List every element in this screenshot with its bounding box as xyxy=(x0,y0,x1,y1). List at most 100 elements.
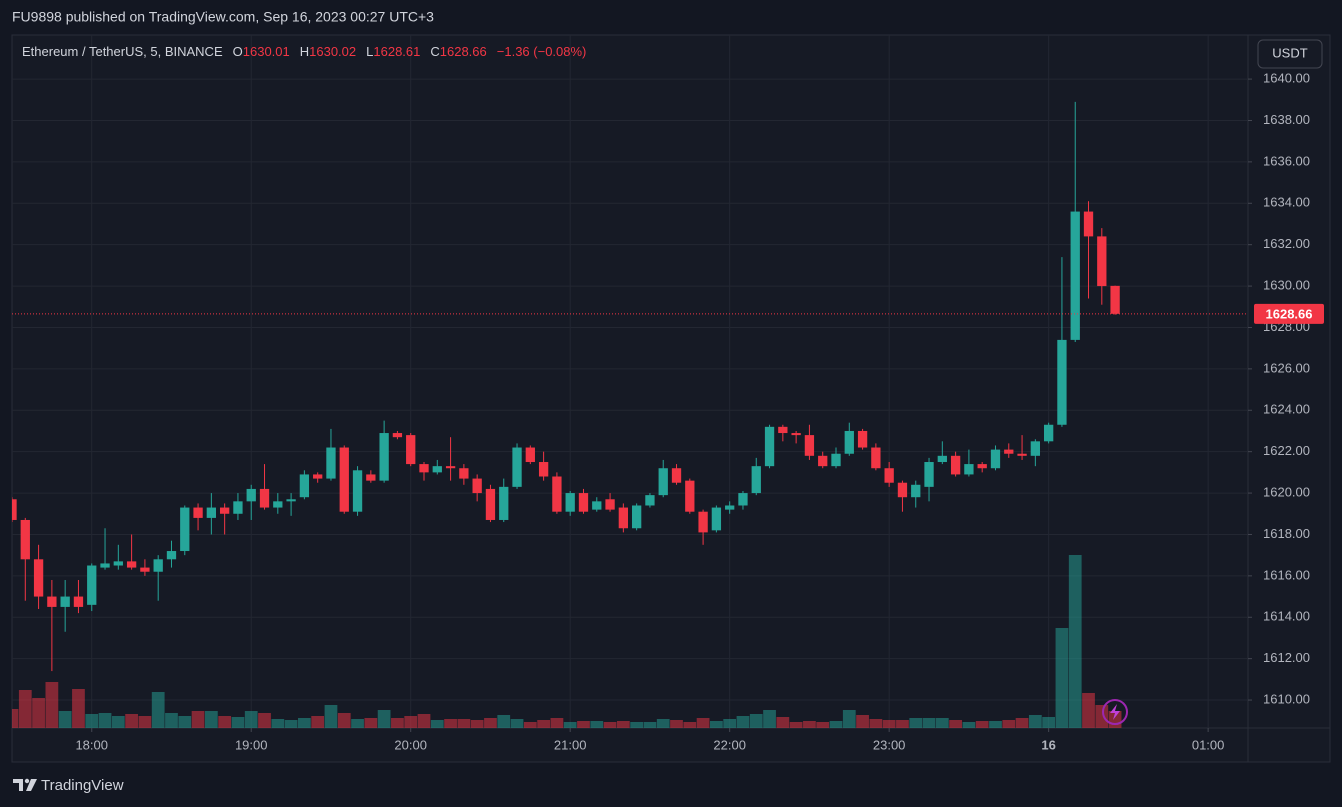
candle-body xyxy=(512,447,522,487)
volume-bar xyxy=(643,722,657,728)
candle-body xyxy=(113,561,123,566)
volume-bar xyxy=(231,717,245,728)
alert-circle[interactable] xyxy=(1102,699,1128,725)
candle-body xyxy=(778,426,788,434)
volume-bar xyxy=(603,722,617,728)
candle-body xyxy=(432,466,442,473)
candle-body xyxy=(565,493,575,512)
legend-change: −1.36 (−0.08%) xyxy=(497,44,587,59)
volume-bar xyxy=(1028,715,1042,728)
volume-bar xyxy=(590,721,604,728)
candle-body xyxy=(857,430,868,448)
volume-bar xyxy=(311,716,325,728)
candle-body xyxy=(884,468,894,483)
candle-body xyxy=(1043,424,1054,442)
logo-part xyxy=(26,779,37,791)
candle-body xyxy=(12,499,17,520)
alert-bolt[interactable] xyxy=(1110,704,1120,720)
candle-body xyxy=(990,449,1001,469)
volume-bar xyxy=(1002,720,1016,728)
candle-body xyxy=(499,486,509,520)
candle-body xyxy=(406,435,416,465)
candle-body xyxy=(419,464,429,473)
volume-bar xyxy=(1055,628,1069,728)
volume-bar xyxy=(1095,705,1109,728)
volume-bar xyxy=(18,690,32,728)
candle-body xyxy=(552,476,562,512)
y-tick-label: 1638.00 xyxy=(1263,112,1310,127)
last-price-box xyxy=(1254,303,1324,324)
candle-body xyxy=(459,468,469,479)
volume-bar xyxy=(736,716,750,728)
candle-body xyxy=(738,493,748,506)
volume-bar xyxy=(111,716,125,728)
volume-bar xyxy=(125,714,138,728)
volume-bar xyxy=(32,698,45,728)
volume-bar xyxy=(856,715,869,728)
brand-logo xyxy=(13,778,37,791)
candle-body xyxy=(791,433,801,436)
y-tick-label: 1640.00 xyxy=(1263,71,1310,86)
volume-bar xyxy=(404,716,418,728)
volume-bar xyxy=(670,720,683,728)
volume-bar xyxy=(484,718,497,728)
volume-bar xyxy=(457,719,471,728)
volume-bar xyxy=(191,711,205,728)
candle-body xyxy=(246,488,256,502)
volume-bar xyxy=(218,716,232,728)
volume-bar xyxy=(1068,555,1082,728)
volume-bar xyxy=(896,720,909,728)
currency-label[interactable]: USDT xyxy=(1272,45,1307,60)
candle-body xyxy=(711,507,722,531)
logo-part xyxy=(13,779,23,791)
volume-bar xyxy=(935,718,949,728)
y-tick-label: 1626.00 xyxy=(1263,360,1310,375)
volume-bar xyxy=(72,689,85,728)
logo-part xyxy=(24,778,30,784)
candle-body xyxy=(339,447,349,512)
brand-name: TradingView xyxy=(41,777,124,794)
candle-body xyxy=(1057,339,1067,425)
candle-body xyxy=(73,596,84,607)
candle-body xyxy=(87,565,97,605)
candle-body xyxy=(233,501,243,514)
legend-label: C xyxy=(430,44,439,59)
volume-bar xyxy=(58,711,72,728)
candle-body xyxy=(538,462,549,477)
currency-button[interactable] xyxy=(1257,39,1323,69)
candle-body xyxy=(193,507,203,518)
candle-body xyxy=(725,505,735,510)
candle-body xyxy=(140,567,150,572)
candle-body xyxy=(180,507,190,552)
volume-bar xyxy=(298,718,311,728)
candle-body xyxy=(100,563,110,568)
candle-body xyxy=(392,433,403,438)
candle-body xyxy=(1004,449,1014,454)
volume-bar xyxy=(391,718,404,728)
volume-bar xyxy=(98,713,112,728)
y-tick-label: 1634.00 xyxy=(1263,195,1310,210)
y-tick-label: 1636.00 xyxy=(1263,153,1310,168)
alert-icon[interactable] xyxy=(1102,699,1128,725)
volume-bar xyxy=(497,715,511,728)
volume-bar xyxy=(364,718,378,728)
grid xyxy=(12,35,1248,728)
volume-bar xyxy=(776,717,790,728)
y-tick-label: 1630.00 xyxy=(1263,278,1310,293)
candle-body xyxy=(592,501,602,510)
volume-bar xyxy=(616,721,630,728)
volume-bar xyxy=(470,720,484,728)
candle-body xyxy=(1110,285,1120,314)
volume-bar xyxy=(763,710,776,728)
y-tick-label: 1610.00 xyxy=(1263,691,1310,706)
x-tick-label: 18:00 xyxy=(75,737,108,752)
volume-bar xyxy=(444,719,457,728)
x-tick-label: 01:00 xyxy=(1192,737,1225,752)
candle-body xyxy=(631,505,642,529)
candle-body xyxy=(126,561,137,568)
candle-body xyxy=(153,559,163,572)
ohlc-legend: Ethereum / TetherUS, 5, BINANCE O1630.01 H… xyxy=(22,44,586,59)
volume-bar xyxy=(683,722,697,728)
volume-bar xyxy=(417,714,431,728)
